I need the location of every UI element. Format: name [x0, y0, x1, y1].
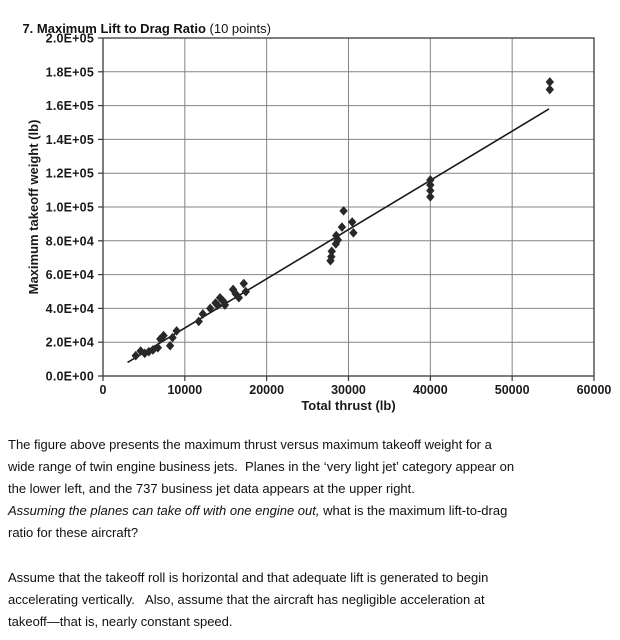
x-tick-label: 60000: [577, 383, 612, 397]
text-line: ratio for these aircraft?: [8, 525, 139, 540]
x-tick-label: 40000: [413, 383, 448, 397]
scatter-point: [545, 77, 555, 87]
text-line: The figure above presents the maximum th…: [8, 437, 492, 452]
scatter-point: [156, 334, 165, 344]
problem-title: 7. Maximum Lift to Drag Ratio (10 points…: [8, 6, 271, 51]
scatter-point: [327, 251, 336, 262]
scatter-point: [545, 84, 555, 95]
scatter-point: [165, 340, 175, 351]
scatter-point: [231, 288, 240, 299]
text-line: accelerating vertically. Also, assume th…: [8, 592, 485, 607]
scatter-point: [172, 326, 181, 336]
y-tick-label: 4.0E+04: [46, 302, 94, 316]
text-line: the lower left, and the 737 business jet…: [8, 481, 415, 496]
scatter-point: [239, 278, 248, 289]
y-tick-label: 2.0E+05: [46, 32, 94, 46]
y-tick-label: 0.0E+00: [46, 370, 94, 384]
problem-title-heading: 7. Maximum Lift to Drag Ratio: [22, 21, 206, 36]
scatter-point: [140, 348, 149, 359]
x-tick-label: 50000: [495, 383, 530, 397]
scatter-point: [148, 345, 158, 355]
scatter-point: [153, 342, 163, 353]
text-line-question: Assuming the planes can take off with on…: [8, 500, 614, 522]
y-tick-label: 2.0E+04: [46, 336, 94, 350]
x-axis-title: Total thrust (lb): [301, 398, 395, 413]
scatter-point: [159, 330, 168, 341]
scatter-point: [215, 292, 225, 303]
y-axis-title: Maximum takeoff weight (lb): [26, 120, 41, 295]
scatter-point: [333, 235, 343, 245]
x-tick-label: 30000: [331, 383, 366, 397]
paragraph-assumptions: Assume that the takeoff roll is horizont…: [8, 567, 614, 633]
y-tick-label: 1.4E+05: [46, 133, 94, 147]
question-rest: what is the maximum lift-to-drag: [319, 503, 508, 518]
scatter-point: [220, 300, 230, 310]
scatter-point: [347, 217, 357, 227]
scatter-point: [426, 180, 435, 190]
scatter-point: [213, 300, 222, 310]
scatter-point: [194, 316, 203, 327]
scatter-point: [168, 332, 177, 343]
scatter-point: [426, 175, 435, 185]
scatter-point: [426, 192, 435, 202]
x-tick-label: 20000: [249, 383, 284, 397]
text-line: takeoff—that is, nearly constant speed.: [8, 614, 233, 629]
scatter-point: [234, 292, 244, 303]
x-tick-label: 10000: [167, 383, 202, 397]
y-tick-label: 1.0E+05: [46, 201, 94, 215]
text-line: wide range of twin engine business jets.…: [8, 459, 515, 474]
chart-svg: 0 10000 20000 30000 40000 50000 60000 0.0E+00 2.…: [26, 32, 612, 414]
scatter-point: [331, 239, 341, 249]
text-line: Assume that the takeoff roll is horizont…: [8, 570, 489, 585]
scatter-point: [337, 222, 347, 232]
paragraph-figure-description: The figure above presents the maximum th…: [8, 434, 614, 544]
x-tick-label: 0: [100, 383, 107, 397]
scatter-point: [241, 286, 250, 297]
y-tick-label: 1.8E+05: [46, 65, 94, 79]
scatter-point: [327, 246, 336, 257]
scatter-point: [426, 185, 435, 196]
scatter-point: [339, 206, 348, 216]
question-italic-clause: Assuming the planes can take off with on…: [8, 503, 320, 518]
y-tick-label: 6.0E+04: [46, 268, 94, 282]
y-tick-label: 1.6E+05: [46, 99, 94, 113]
scatter-chart-figure: 0 10000 20000 30000 40000 50000 60000 0.0E+00 2.…: [0, 24, 620, 422]
scatter-point: [131, 350, 140, 361]
y-tick-label: 8.0E+04: [46, 234, 94, 248]
scatter-point: [206, 303, 215, 314]
y-tick-label: 1.2E+05: [46, 167, 94, 181]
problem-title-points: (10 points): [205, 21, 271, 36]
scatter-point: [198, 309, 208, 319]
scatter-point: [349, 228, 358, 238]
scatter-point: [228, 284, 238, 295]
